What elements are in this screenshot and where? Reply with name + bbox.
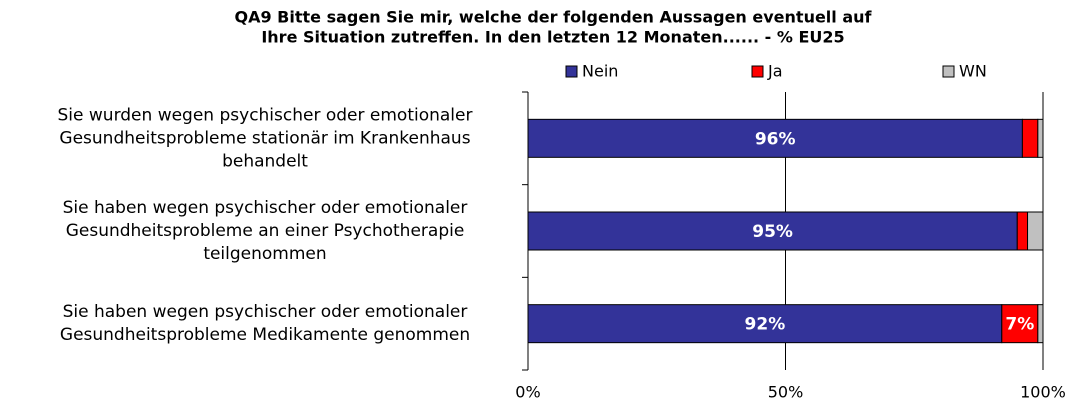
x-tick-label: 50% [768,383,804,402]
legend-swatch [942,65,955,78]
category-label: behandelt [222,151,308,171]
legend-label: Ja [767,62,783,81]
category-label: Sie haben wegen psychischer oder emotion… [63,302,468,322]
value-label: 95% [752,222,793,242]
x-tick-label: 100% [1020,383,1066,402]
value-label: 96% [755,129,796,149]
bar-segment [527,118,1023,158]
category-label: Sie haben wegen psychischer oder emotion… [63,198,468,218]
category-label: teilgenommen [203,244,326,264]
bar-segment [1037,304,1044,344]
category-label: Gesundheitsprobleme an einer Psychothera… [66,221,465,241]
bar-segment [1016,211,1029,251]
category-label: Sie wurden wegen psychischer oder emotio… [58,105,473,125]
bar-segment [1037,118,1044,158]
bar-segment [1027,211,1044,251]
legend-swatch [565,65,578,78]
bar-segment [1021,118,1039,158]
x-tick-label: 0% [515,383,540,402]
chart-title: Ihre Situation zutreffen. In den letzten… [261,28,844,47]
legend-swatch [751,65,764,78]
chart-title: QA9 Bitte sagen Sie mir, welche der folg… [234,8,872,27]
category-label: Gesundheitsprobleme Medikamente genommen [60,325,470,345]
legend-label: Nein [582,62,618,81]
value-label: 92% [745,315,786,335]
bar-segment [527,211,1018,251]
legend-label: WN [959,62,987,81]
category-label: Gesundheitsprobleme stationär im Kranken… [59,128,470,148]
value-label: 7% [1005,315,1034,335]
